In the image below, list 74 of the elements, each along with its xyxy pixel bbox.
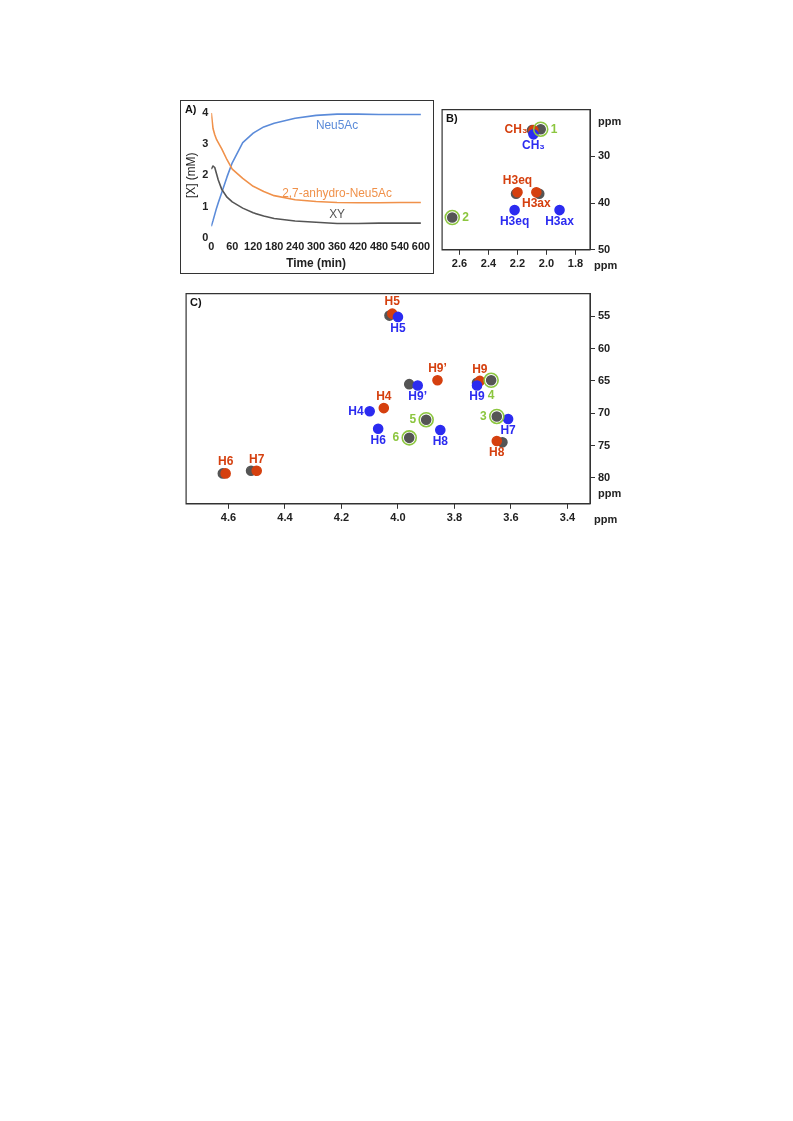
x-tick-label: 2.6 xyxy=(451,257,468,270)
data-label: H5 xyxy=(390,320,406,335)
x-tick-label: 360 xyxy=(327,240,347,253)
data-label: H3eq xyxy=(499,213,530,228)
x-tick-label: 3.6 xyxy=(503,511,519,524)
x-tick-label: 4.2 xyxy=(333,511,350,524)
x-tick-label: 600 xyxy=(411,240,431,253)
data-label: H7 xyxy=(249,451,265,466)
x-tick-label: 180 xyxy=(265,240,284,253)
x-tick-label: 4.4 xyxy=(277,511,294,524)
y-tick-label: 30 xyxy=(598,149,611,162)
x-tick-label: 2.0 xyxy=(538,257,555,270)
data-label: H8 xyxy=(432,433,449,448)
y-tick-label: 55 xyxy=(598,309,611,322)
x-tick-label: 480 xyxy=(369,240,389,253)
x-axis-title: Time (min) xyxy=(286,256,347,271)
x-tick-label: 120 xyxy=(244,240,263,253)
x-tick-label: 240 xyxy=(286,240,305,253)
x-axis-title: ppm xyxy=(594,259,618,272)
x-tick-label: 4.6 xyxy=(220,511,237,524)
y-axis-title: ppm xyxy=(598,114,622,127)
data-label: H8 xyxy=(489,444,505,459)
data-label: CH₃ xyxy=(504,122,528,137)
series-label: XY xyxy=(329,206,346,221)
y-tick-label: 60 xyxy=(598,341,611,354)
y-tick-label: 1 xyxy=(202,199,209,212)
x-tick-label: 4.0 xyxy=(390,511,406,524)
data-label: H9’ xyxy=(408,389,428,404)
x-tick-label: 2.4 xyxy=(480,257,498,270)
x-tick-label: 420 xyxy=(348,240,368,253)
data-label: H3eq xyxy=(502,173,533,188)
y-tick-label: 4 xyxy=(202,105,209,118)
data-label: H9 xyxy=(472,361,488,376)
data-label: H7 xyxy=(500,422,517,437)
y-tick-label: 40 xyxy=(598,196,611,209)
series-label: Neu5Ac xyxy=(315,118,359,133)
x-tick-label: 2.2 xyxy=(509,257,526,270)
chart-title: C) xyxy=(190,296,203,309)
x-tick-label: 300 xyxy=(307,240,326,253)
y-tick-label: 65 xyxy=(598,373,611,386)
data-label: H4 xyxy=(376,388,392,403)
annotation: 2 xyxy=(462,209,470,224)
annotation: 4 xyxy=(487,388,495,403)
y-tick-label: 80 xyxy=(598,470,611,483)
y-tick-label: 0 xyxy=(202,230,209,243)
data-label: H3ax xyxy=(545,213,575,228)
annotation: 3 xyxy=(480,408,488,423)
series-label: 2,7-anhydro-Neu5Ac xyxy=(282,185,393,200)
data-label: H9 xyxy=(469,389,486,404)
data-label: CH₃ xyxy=(522,138,545,153)
y-tick-label: 75 xyxy=(598,438,611,451)
data-label: H3ax xyxy=(522,196,552,211)
annotation: 6 xyxy=(392,430,400,445)
y-tick-label: 3 xyxy=(202,137,209,150)
chart-title: A) xyxy=(184,103,197,116)
data-label: H4 xyxy=(348,403,365,418)
x-tick-label: 1.8 xyxy=(567,257,584,270)
y-axis-title: ppm xyxy=(598,486,622,499)
y-tick-label: 70 xyxy=(598,406,611,419)
annotation: 5 xyxy=(409,412,417,427)
x-tick-label: 3.4 xyxy=(559,511,576,524)
y-axis-title: [X] (mM) xyxy=(184,152,199,199)
x-tick-label: 60 xyxy=(226,240,239,253)
x-tick-label: 540 xyxy=(390,240,410,253)
chart-title: B) xyxy=(446,112,459,125)
y-tick-label: 2 xyxy=(202,168,209,181)
x-tick-label: 3.8 xyxy=(446,511,463,524)
data-label: H9’ xyxy=(428,361,447,376)
y-tick-label: 50 xyxy=(598,242,611,255)
data-label: H6 xyxy=(370,432,387,447)
data-label: H5 xyxy=(384,294,401,309)
annotation: 1 xyxy=(550,121,558,136)
x-axis-title: ppm xyxy=(594,513,618,526)
data-label: H6 xyxy=(217,454,234,469)
